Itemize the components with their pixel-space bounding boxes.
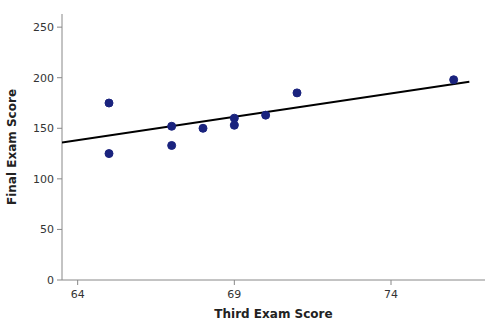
y-tick-label: 150	[33, 122, 54, 135]
x-tick-label: 69	[227, 288, 241, 301]
scatter-point	[105, 150, 113, 158]
scatter-point	[450, 76, 458, 84]
y-tick-label: 100	[33, 173, 54, 186]
plot-data	[62, 76, 469, 158]
scatter-point	[293, 89, 301, 97]
scatter-point	[168, 122, 176, 130]
x-tick	[77, 280, 78, 285]
scatter-point	[105, 99, 113, 107]
y-tick-label: 50	[40, 223, 54, 236]
y-tick	[57, 128, 62, 129]
scatter-point	[168, 141, 176, 149]
y-tick	[57, 229, 62, 230]
y-tick	[57, 77, 62, 78]
y-tick	[57, 178, 62, 179]
scatter-point	[262, 111, 270, 119]
x-tick-label: 74	[384, 288, 398, 301]
y-axis-label: Final Exam Score	[5, 89, 19, 205]
chart: 64 69 74 0 50 100 150 200 250 Third Exam Score Fin…	[0, 0, 501, 328]
x-axis-label: Third Exam Score	[214, 307, 332, 321]
y-tick-label: 200	[33, 72, 54, 85]
x-tick	[234, 280, 235, 285]
y-tick	[57, 27, 62, 28]
y-axis-line	[62, 14, 63, 280]
y-tick-label: 250	[33, 21, 54, 34]
x-tick	[391, 280, 392, 285]
scatter-point	[230, 121, 238, 129]
axes: 64 69 74 0 50 100 150 200 250	[33, 14, 485, 301]
x-axis-line	[62, 280, 485, 281]
scatter-point	[199, 124, 207, 132]
fit-line	[62, 82, 469, 143]
x-tick-label: 64	[71, 288, 85, 301]
y-tick-label: 0	[47, 274, 54, 287]
chart-container: 64 69 74 0 50 100 150 200 250 Third Exam Score Fin…	[0, 0, 501, 328]
y-tick	[57, 280, 62, 281]
